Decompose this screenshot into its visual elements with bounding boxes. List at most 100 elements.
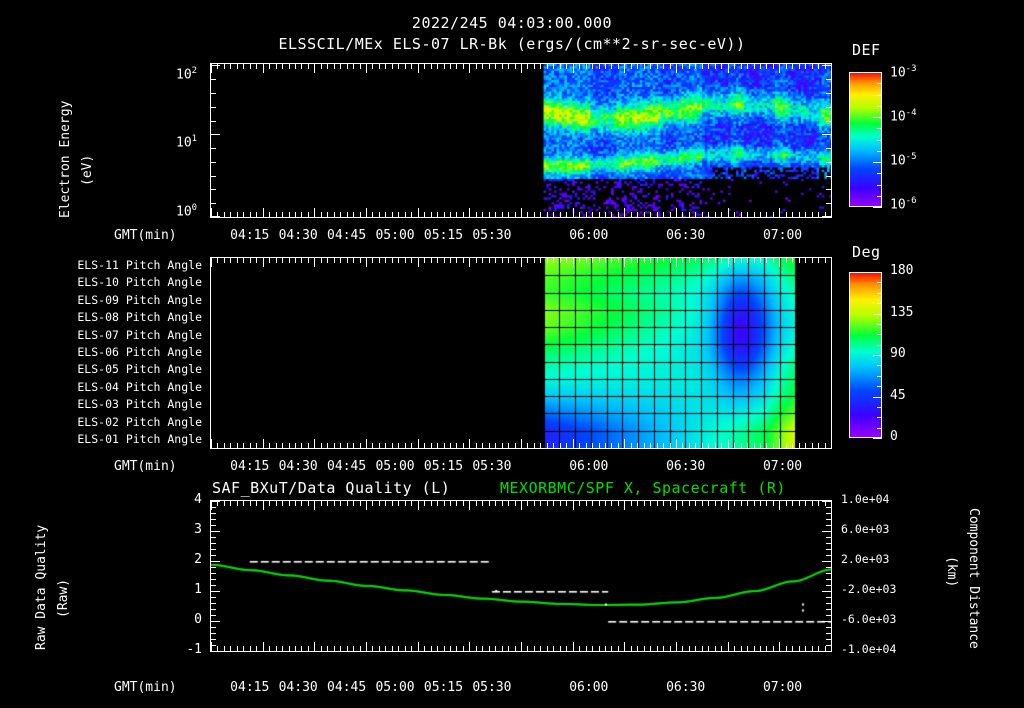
colorbar-tick xyxy=(877,376,882,377)
def-tick-1e-5: 10-5 xyxy=(890,152,917,169)
colorbar-tick xyxy=(877,196,882,197)
xtick-label: 06:00 xyxy=(569,228,609,243)
colorbar-tick xyxy=(877,345,882,346)
panel3-ylabel-left: Raw Data Quality xyxy=(34,524,49,650)
colorbar-tick xyxy=(877,151,882,152)
pitch-angle-row-label: ELS-04 Pitch Angle xyxy=(77,379,202,394)
panel1-ylabel: Electron Energy xyxy=(58,100,73,218)
colorbar-tick xyxy=(877,185,882,186)
def-tick-1e-6: 10-6 xyxy=(890,196,917,213)
colorbar-tick xyxy=(877,282,882,283)
panel2-plot-area xyxy=(210,257,832,449)
xtick-label: 04:15 xyxy=(230,459,270,474)
xtick-label: 06:30 xyxy=(666,680,706,695)
xtick-label: 06:30 xyxy=(666,228,706,243)
xtick-label: 07:00 xyxy=(762,459,803,474)
panel3-left-tick: 4 xyxy=(194,492,202,507)
panel3-left-tick: 1 xyxy=(194,582,202,597)
panel3-left-tick: 3 xyxy=(194,522,202,537)
panel1-ytick-2: 102 xyxy=(176,66,198,83)
panel3-line-canvas xyxy=(211,501,831,651)
panel1-spectrogram-canvas xyxy=(211,64,831,217)
xtick-label: 05:15 xyxy=(423,680,464,695)
colorbar-tick xyxy=(877,173,882,174)
colorbar-tick xyxy=(873,162,882,163)
def-colorbar-title: DEF xyxy=(852,41,881,59)
xtick-label: 04:30 xyxy=(278,228,318,243)
colorbar-tick xyxy=(877,95,882,96)
xtick-label: 04:15 xyxy=(230,228,270,243)
deg-tick-label: 135 xyxy=(890,305,914,320)
panel3-plot-area xyxy=(210,500,832,652)
deg-colorbar-title: Deg xyxy=(852,243,881,261)
xtick-label: 04:45 xyxy=(327,228,367,243)
xtick-label: 04:45 xyxy=(327,680,367,695)
xtick-label: 05:15 xyxy=(423,228,464,243)
colorbar-tick xyxy=(877,293,882,294)
pitch-angle-row-label: ELS-03 Pitch Angle xyxy=(77,397,202,412)
panel3-right-tick: -1.0e+04 xyxy=(841,642,897,656)
xtick-label: 05:30 xyxy=(472,228,512,243)
panel2-xlabel: GMT(min) xyxy=(114,459,177,474)
colorbar-tick xyxy=(873,207,882,208)
xtick-label: 05:00 xyxy=(375,228,415,243)
pitch-angle-row-label: ELS-07 Pitch Angle xyxy=(77,327,202,342)
panel1-ytick-1: 101 xyxy=(176,134,198,151)
panel3-title-right: MEXORBMC/SPF X, Spacecraft (R) xyxy=(500,479,786,497)
xtick-label: 06:30 xyxy=(666,459,706,474)
xtick-label: 04:30 xyxy=(278,459,318,474)
colorbar-tick xyxy=(873,72,882,73)
panel2-pitchangle-canvas xyxy=(211,258,831,448)
colorbar-tick xyxy=(877,407,882,408)
panel1-xlabel: GMT(min) xyxy=(114,228,177,243)
panel1-plot-area xyxy=(210,63,832,218)
xtick-label: 04:45 xyxy=(327,459,367,474)
deg-tick-label: 45 xyxy=(890,388,906,403)
def-tick-1e-4: 10-4 xyxy=(890,108,917,125)
colorbar-tick xyxy=(873,314,882,315)
def-colorbar xyxy=(849,72,882,207)
colorbar-tick xyxy=(877,386,882,387)
colorbar-tick xyxy=(877,83,882,84)
xtick-label: 05:30 xyxy=(472,680,512,695)
panel3-right-tick: 1.0e+04 xyxy=(841,492,890,506)
panel3-right-tick: -2.0e+03 xyxy=(841,582,897,596)
panel3-left-tick: -1 xyxy=(186,642,202,657)
panel3-right-tick: 6.0e+03 xyxy=(841,522,890,536)
deg-tick-label: 180 xyxy=(890,263,914,278)
pitch-angle-row-label: ELS-06 Pitch Angle xyxy=(77,345,202,359)
xtick-label: 05:00 xyxy=(375,680,415,695)
panel3-title-left: SAF_BXuT/Data Quality (L) xyxy=(212,479,451,497)
xtick-label: 06:00 xyxy=(569,459,609,474)
panel1-ytick-0: 100 xyxy=(176,203,198,220)
panel3-ylabel-right: Component Distance xyxy=(966,508,981,649)
xtick-label: 05:30 xyxy=(472,459,512,474)
colorbar-tick xyxy=(877,417,882,418)
colorbar-tick xyxy=(877,365,882,366)
def-colorbar-gradient xyxy=(850,73,881,206)
colorbar-tick xyxy=(877,303,882,304)
plot-datetime-title: 2022/245 04:03:00.000 xyxy=(411,14,613,32)
xtick-label: 04:30 xyxy=(278,680,318,695)
xtick-label: 05:15 xyxy=(423,459,464,474)
colorbar-tick xyxy=(873,355,882,356)
pitch-angle-row-label: ELS-08 Pitch Angle xyxy=(77,310,202,325)
panel3-ylabel-left-units: (Raw) xyxy=(56,578,71,618)
panel3-right-tick: 2.0e+03 xyxy=(841,552,890,566)
colorbar-tick xyxy=(873,117,882,118)
colorbar-tick xyxy=(873,272,882,273)
panel3-ylabel-right-units: (km) xyxy=(944,556,959,588)
xtick-label: 06:00 xyxy=(569,680,609,695)
panel1-ylabel-units: (eV) xyxy=(80,154,95,186)
xtick-label: 07:00 xyxy=(762,680,803,695)
pitch-angle-row-label: ELS-01 Pitch Angle xyxy=(77,432,202,447)
pitch-angle-row-label: ELS-02 Pitch Angle xyxy=(77,414,202,429)
colorbar-tick xyxy=(877,428,882,429)
xtick-label: 05:00 xyxy=(375,459,415,474)
pitch-angle-row-label: ELS-11 Pitch Angle xyxy=(77,257,202,272)
plot-subtitle: ELSSCIL/MEx ELS-07 LR-Bk (ergs/(cm**2-sr… xyxy=(278,35,746,53)
colorbar-tick xyxy=(877,334,882,335)
def-tick-1e-3: 10-3 xyxy=(890,64,917,81)
deg-tick-label: 0 xyxy=(890,429,898,444)
